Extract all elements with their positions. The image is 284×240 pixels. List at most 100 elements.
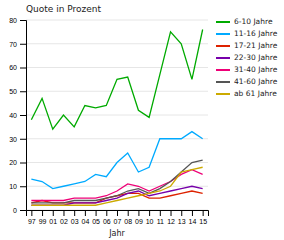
x-tick-mark: [31, 210, 32, 216]
y-tick-label: 50: [9, 88, 17, 95]
y-tick: 30: [9, 135, 26, 142]
x-tick-mark: [53, 210, 54, 216]
x-tick: 10: [146, 210, 154, 225]
grid-line: [26, 91, 208, 92]
y-tick-label: 70: [9, 40, 17, 47]
x-tick: 06: [103, 210, 111, 225]
x-tick: 13: [178, 210, 186, 225]
x-tick-label: 02: [60, 218, 68, 225]
legend-label: 17-21 Jahre: [234, 41, 278, 50]
series-line: [31, 132, 202, 189]
grid-line: [26, 67, 208, 68]
x-tick: 12: [167, 210, 175, 225]
x-tick-mark: [203, 210, 204, 216]
legend-label: 6-10 Jahre: [234, 17, 273, 26]
x-tick: 11: [157, 210, 164, 225]
y-tick-label: 0: [13, 207, 17, 214]
legend-label: 31-40 Jahre: [234, 65, 278, 74]
y-tick: 20: [9, 159, 26, 166]
x-tick-label: 11: [157, 218, 164, 225]
x-axis: 9799010203040506070809101112131415: [27, 210, 209, 225]
legend-item: 11-16 Jahre: [216, 29, 278, 38]
legend-swatch: [216, 21, 230, 23]
x-tick: 01: [49, 210, 57, 225]
y-tick-mark: [20, 210, 26, 211]
x-axis-title: Jahr: [108, 229, 125, 238]
y-tick: 50: [9, 88, 26, 95]
x-tick-mark: [106, 210, 107, 216]
y-tick: 0: [13, 207, 26, 214]
y-tick-label: 80: [9, 17, 17, 24]
x-tick-mark: [160, 210, 161, 216]
x-tick-label: 03: [71, 218, 79, 225]
legend-swatch: [216, 69, 230, 71]
x-tick-label: 05: [92, 218, 100, 225]
legend-swatch: [216, 33, 230, 35]
x-tick-label: 99: [39, 218, 47, 225]
x-tick-label: 15: [199, 218, 207, 225]
x-tick-label: 01: [49, 218, 57, 225]
series-line: [31, 167, 202, 205]
legend-item: 31-40 Jahre: [216, 65, 278, 74]
series-line: [31, 160, 202, 203]
y-tick: 40: [9, 112, 26, 119]
y-axis: 0 10 20 30 40 50 60 70 80: [9, 17, 26, 214]
y-tick-mark: [20, 44, 26, 45]
x-tick: 99: [39, 210, 47, 225]
legend-item: 22-30 Jahre: [216, 53, 278, 62]
legend-label: 22-30 Jahre: [234, 53, 278, 62]
y-tick-mark: [20, 139, 26, 140]
title: Quote in Prozent: [26, 4, 102, 14]
lines: [31, 30, 202, 206]
x-tick-mark: [192, 210, 193, 216]
x-tick: 09: [135, 210, 143, 225]
x-tick-label: 13: [178, 218, 186, 225]
legend-label: 11-16 Jahre: [234, 29, 278, 38]
x-tick: 07: [114, 210, 122, 225]
y-tick-mark: [20, 68, 26, 69]
x-axis-line: [27, 211, 209, 217]
x-tick-mark: [149, 210, 150, 216]
x-tick: 03: [71, 210, 79, 225]
x-tick: 02: [60, 210, 68, 225]
grid-line: [26, 20, 208, 21]
x-tick-label: 10: [146, 218, 154, 225]
chart: 9799010203040506070809101112131415010203…: [0, 0, 284, 240]
y-tick: 80: [9, 17, 26, 24]
grid-line: [26, 115, 208, 116]
x-tick-mark: [138, 210, 139, 216]
x-tick-mark: [63, 210, 64, 216]
x-tick: 14: [189, 210, 197, 225]
y-tick-mark: [20, 20, 26, 21]
x-tick-label: 97: [28, 218, 36, 225]
legend-swatch: [216, 93, 230, 95]
legend-item: 17-21 Jahre: [216, 41, 278, 50]
x-tick-label: 12: [167, 218, 175, 225]
y-tick: 60: [9, 64, 26, 71]
x-tick-label: 04: [81, 218, 89, 225]
legend-swatch: [216, 81, 230, 83]
legend-item: ab 61 Jahre: [216, 89, 277, 98]
x-tick-label: 14: [189, 218, 197, 225]
x-tick-mark: [96, 210, 97, 216]
y-tick: 70: [9, 40, 26, 47]
x-tick-label: 09: [135, 218, 143, 225]
series-line: [31, 30, 202, 130]
x-tick-mark: [117, 210, 118, 216]
legend-label: ab 61 Jahre: [234, 89, 277, 98]
x-tick-mark: [42, 210, 43, 216]
legend-swatch: [216, 57, 230, 59]
y-tick-mark: [20, 91, 26, 92]
y-tick: 10: [9, 183, 26, 190]
x-tick-mark: [128, 210, 129, 216]
x-tick-mark: [74, 210, 75, 216]
x-tick-mark: [171, 210, 172, 216]
x-tick: 04: [81, 210, 89, 225]
legend: 6-10 Jahre 11-16 Jahre 17-21 Jahre 22-30 Ja…: [216, 17, 278, 98]
x-tick-label: 07: [114, 218, 122, 225]
x-tick-label: 08: [124, 218, 132, 225]
x-tick-mark: [85, 210, 86, 216]
x-tick: 15: [199, 210, 207, 225]
y-tick-label: 60: [9, 64, 17, 71]
y-tick-mark: [20, 186, 26, 187]
